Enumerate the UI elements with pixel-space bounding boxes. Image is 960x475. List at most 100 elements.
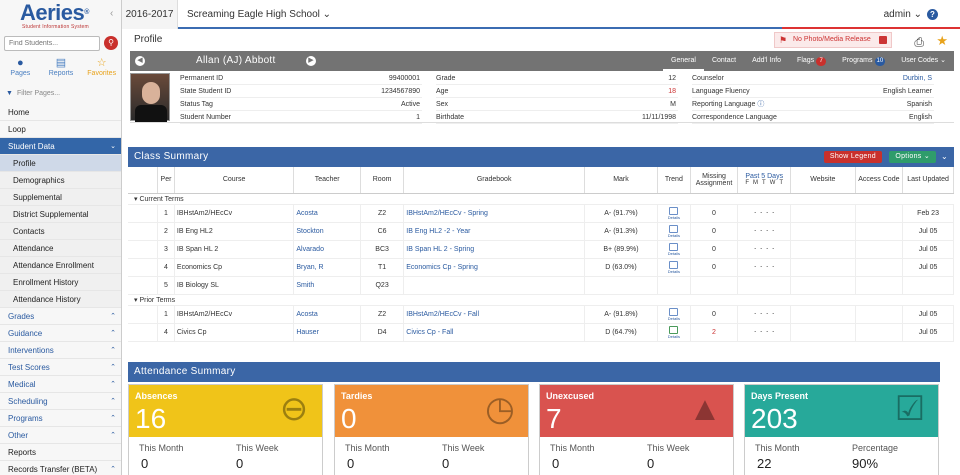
search-icon[interactable]: ⚲ <box>104 36 118 50</box>
attendance-tile-tardies[interactable]: Tardies 0 ◷ This Month 0 This Week 0 <box>334 384 529 475</box>
attendance-tile-days-present[interactable]: Days Present 203 ☑ This Month 22 Percentage 90… <box>744 384 939 475</box>
teacher-link[interactable]: Acosta <box>293 204 361 223</box>
tab-flags[interactable]: Flags 7 <box>789 51 834 71</box>
teacher-link[interactable]: Bryan, R <box>293 258 361 277</box>
nav-scheduling[interactable]: Scheduling ⌃ <box>0 393 121 410</box>
school-selector[interactable]: Screaming Eagle High School ⌄ <box>187 0 331 29</box>
tile-label-2: Percentage <box>852 443 899 453</box>
nav-demographics[interactable]: Demographics <box>0 172 121 189</box>
help-icon[interactable]: ? <box>927 9 938 20</box>
student-photo[interactable] <box>130 73 170 122</box>
info-value[interactable]: Durbin, S <box>902 75 932 82</box>
nav-attendance[interactable]: Attendance <box>0 240 121 257</box>
school-year[interactable]: 2016-2017 <box>122 0 178 29</box>
nav-district-supplemental[interactable]: District Supplemental <box>0 206 121 223</box>
trend-details-link[interactable]: Details <box>667 232 680 238</box>
trend-chart-icon[interactable] <box>669 224 679 233</box>
gradebook-link[interactable] <box>403 276 586 295</box>
nav-supplemental[interactable]: Supplemental <box>0 189 121 206</box>
tab-contact[interactable]: Contact <box>711 57 737 64</box>
tab-programs[interactable]: Programs 10 <box>834 51 893 71</box>
teacher-link[interactable]: Alvarado <box>293 240 361 259</box>
teacher-link[interactable]: Hauser <box>293 323 361 342</box>
collapse-panel-icon[interactable]: ⌄ <box>940 152 948 161</box>
trend-details-link[interactable]: Details <box>667 214 680 220</box>
tab-pages[interactable]: ● Pages <box>0 57 41 85</box>
missing-count: 0 <box>690 240 739 259</box>
class-row: 1 IBHstAm2/HEcCv Acosta Z2 IBHstAm2/HEcCv - … <box>128 305 954 324</box>
show-legend-button[interactable]: Show Legend <box>823 151 882 163</box>
find-students-input[interactable] <box>4 36 100 51</box>
nav-medical[interactable]: Medical ⌃ <box>0 376 121 393</box>
gradebook-link[interactable]: IB Eng HL2 -2 - Year <box>403 222 586 241</box>
nav-profile[interactable]: Profile <box>0 155 121 172</box>
nav-reports[interactable]: Reports <box>0 444 121 461</box>
gradebook-link[interactable]: IB Span HL 2 - Spring <box>403 240 586 259</box>
next-student-icon[interactable]: ▶ <box>306 56 316 66</box>
trend-chart-icon[interactable] <box>669 307 679 316</box>
info-value: 99400001 <box>388 75 420 82</box>
term-group-row[interactable]: ▾ Prior Terms <box>128 294 954 306</box>
day-value: - <box>754 228 757 234</box>
attendance-tile-unexcused[interactable]: Unexcused 7 ▲ This Month 0 This Week 0 <box>539 384 734 475</box>
nav-loop[interactable]: Loop <box>0 121 121 138</box>
nav-records-transfer[interactable]: Records Transfer (BETA) ⌃ <box>0 461 121 475</box>
filter-pages[interactable]: ▼ Filter Pages... <box>6 90 60 97</box>
teacher-link[interactable]: Smith <box>293 276 361 295</box>
teacher-link[interactable]: Acosta <box>293 305 361 324</box>
nav-attendance-enrollment[interactable]: Attendance Enrollment <box>0 257 121 274</box>
trend-chart-icon[interactable] <box>669 242 679 251</box>
trend-details-link[interactable]: Details <box>667 250 680 256</box>
nav-test-scores[interactable]: Test Scores ⌃ <box>0 359 121 376</box>
collapse-sidebar-icon[interactable]: ‹ <box>110 8 114 19</box>
options-button[interactable]: Options ⌄ <box>889 151 936 163</box>
nav-other-label: Other <box>8 431 29 440</box>
gradebook-link[interactable]: IBHstAm2/HEcCv - Fall <box>403 305 586 324</box>
gradebook-link[interactable]: Economics Cp - Spring <box>403 258 586 277</box>
trend-chart-icon[interactable] <box>669 206 679 215</box>
trend-details-link[interactable]: Details <box>667 315 680 321</box>
nav-student-data[interactable]: Student Data ⌄ <box>0 138 121 155</box>
nav-contacts[interactable]: Contacts <box>0 223 121 240</box>
trend-details-link[interactable]: Details <box>667 268 680 274</box>
info-value: 12 <box>668 75 676 82</box>
aeries-logo[interactable]: Aeries® Student Information System <box>0 0 121 34</box>
nav-enrollment-history[interactable]: Enrollment History <box>0 274 121 291</box>
nav-other[interactable]: Other ⌃ <box>0 427 121 444</box>
options-label: Options <box>895 153 922 160</box>
term-group-row[interactable]: ▾ Current Terms <box>128 193 954 205</box>
sidebar: Aeries® Student Information System ⚲ ●Pa… <box>0 0 122 475</box>
tab-general[interactable]: General <box>663 51 704 71</box>
tab-user-codes[interactable]: User Codes ⌄ <box>893 51 954 71</box>
nav-records-transfer-label: Records Transfer (BETA) <box>8 465 98 474</box>
info-row: Sex M <box>436 98 678 111</box>
tab-reports[interactable]: ▤ Reports <box>41 57 82 85</box>
nav-home[interactable]: Home <box>0 104 121 121</box>
print-icon[interactable]: ⎙ <box>914 35 924 49</box>
nav-attendance-history[interactable]: Attendance History <box>0 291 121 308</box>
trend-chart-icon[interactable] <box>669 260 679 269</box>
tab-addl-info[interactable]: Add'l Info <box>752 57 782 64</box>
tab-favorites[interactable]: ☆ Favorites <box>81 57 121 85</box>
prev-student-icon[interactable]: ◀ <box>135 56 145 66</box>
gradebook-link[interactable]: IBHstAm2/HEcCv - Spring <box>403 204 586 223</box>
info-row: Status Tag Active <box>180 98 422 111</box>
trend-details-link[interactable]: Details <box>667 333 680 339</box>
day-header: W <box>769 180 776 187</box>
trend-chart-icon[interactable] <box>669 325 679 334</box>
nav-interventions[interactable]: Interventions ⌃ <box>0 342 121 359</box>
info-icon[interactable]: ⓘ <box>755 101 765 108</box>
nav-guidance[interactable]: Guidance ⌃ <box>0 325 121 342</box>
user-menu[interactable]: admin ⌄ <box>884 0 922 29</box>
favorite-star-icon[interactable]: ★ <box>936 33 948 48</box>
flag-icon: ⚑ <box>779 35 788 45</box>
teacher-link[interactable]: Stockton <box>293 222 361 241</box>
page-header: Profile ⚑ No Photo/Media Release ⎙ ★ <box>128 29 954 51</box>
gradebook-link[interactable]: Civics Cp - Fall <box>403 323 586 342</box>
header-website: Website <box>790 167 856 194</box>
no-photo-alert[interactable]: ⚑ No Photo/Media Release <box>774 32 892 48</box>
attendance-tile-absences[interactable]: Absences 16 ⊖ This Month 0 This Week 0 <box>128 384 323 475</box>
nav-grades[interactable]: Grades ⌃ <box>0 308 121 325</box>
nav-programs[interactable]: Programs ⌃ <box>0 410 121 427</box>
